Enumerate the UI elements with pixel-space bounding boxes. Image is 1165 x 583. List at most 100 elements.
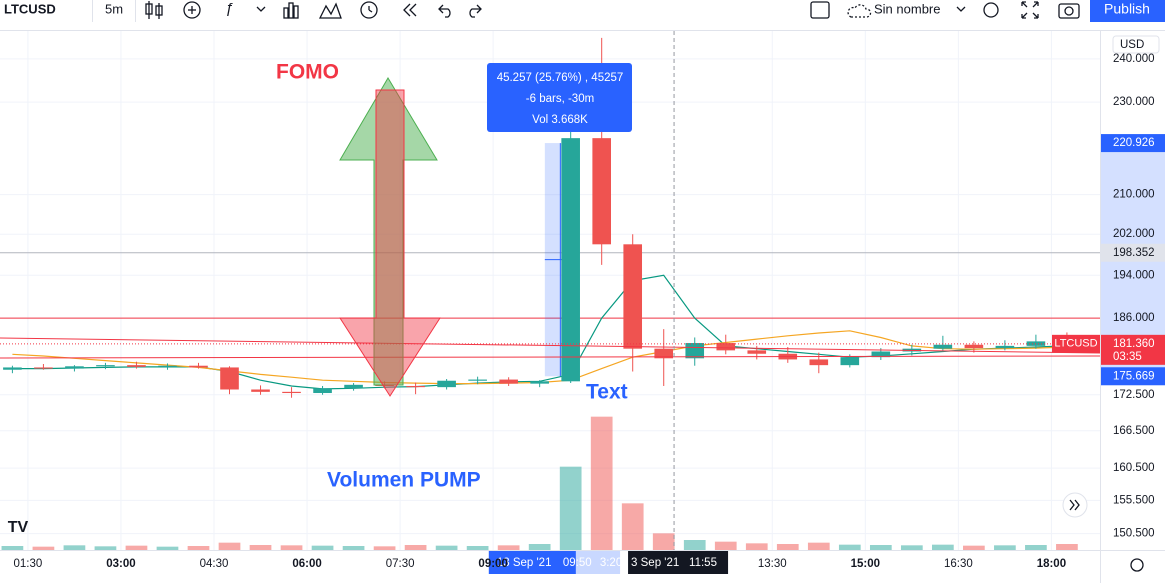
- fomo-arrow-up: [339, 77, 438, 386]
- candle-body: [127, 365, 146, 367]
- annotation: FOMO: [276, 61, 339, 84]
- maximize-icon[interactable]: [1021, 1, 1039, 19]
- snapshot-icon[interactable]: [1058, 3, 1080, 19]
- volume-bar: [94, 546, 117, 550]
- volume-bar: [621, 503, 644, 550]
- crosshair-date: 3 Sep '21: [631, 557, 679, 569]
- volume-bar: [156, 546, 179, 550]
- countdown-label: 03:35: [1113, 351, 1142, 363]
- settings-icon[interactable]: [983, 2, 999, 18]
- trend-line: [0, 355, 1101, 359]
- scroll-button[interactable]: [1062, 492, 1088, 518]
- candle-body: [189, 365, 208, 368]
- currency-box[interactable]: [1112, 35, 1160, 54]
- y-tick-label: 186.000: [1113, 312, 1155, 324]
- x-tick-label: 15:00: [851, 558, 880, 570]
- volume-bar: [683, 540, 706, 550]
- last-price-label: 181.360: [1113, 338, 1155, 350]
- candle-body: [716, 343, 736, 351]
- price-badge: [1101, 134, 1165, 153]
- candle-body: [871, 351, 891, 358]
- y-tick-label: 172.500: [1113, 389, 1155, 401]
- volume-bar: [932, 544, 954, 550]
- volume-bar: [900, 545, 923, 550]
- volume-bar: [32, 546, 55, 550]
- symbol-badge-label: LTCUSD: [1054, 338, 1097, 350]
- candle-body: [933, 344, 953, 349]
- volume-bar: [652, 533, 675, 550]
- candle-body: [654, 348, 674, 359]
- candle-body: [96, 365, 115, 367]
- volume-bar: [1056, 544, 1078, 550]
- fullscreen-toggle[interactable]: [810, 1, 830, 19]
- candle-body: [499, 379, 518, 384]
- add-indicator-icon[interactable]: [183, 1, 201, 19]
- measure-tooltip-line: 45.257 (25.76%) , 45257: [497, 72, 624, 84]
- alert-icon[interactable]: [360, 1, 378, 19]
- moving-average: [12, 274, 1067, 390]
- candle-body: [65, 366, 84, 369]
- candle-body: [561, 138, 580, 382]
- candle-body: [530, 381, 549, 384]
- trend-line: [0, 337, 1101, 354]
- compare-icon[interactable]: [318, 2, 342, 19]
- volume-bar: [745, 543, 768, 550]
- candle-body: [251, 389, 270, 392]
- y-tick-label: 155.500: [1113, 494, 1155, 506]
- time-badge: [488, 551, 576, 574]
- dropdown-icon[interactable]: [256, 6, 266, 12]
- y-tick-label: 160.500: [1113, 462, 1155, 474]
- replay-icon[interactable]: [403, 3, 417, 17]
- volume-bar: [311, 545, 334, 550]
- candle-body: [313, 388, 332, 394]
- y-tick-label: 210.000: [1113, 189, 1155, 201]
- y-tick-label: 230.000: [1113, 96, 1155, 108]
- dropdown-icon[interactable]: [956, 6, 966, 12]
- volume-bar: [869, 545, 892, 550]
- fomo-arrow-down: [339, 89, 441, 397]
- volume-bar: [218, 542, 241, 550]
- candle-body: [592, 138, 611, 245]
- layout-name[interactable]: Sin nombre: [874, 1, 940, 16]
- candle-body: [747, 350, 767, 354]
- candle-body: [623, 244, 643, 349]
- volume-bar: [963, 545, 985, 550]
- x-tick-label: 01:30: [14, 558, 43, 570]
- candle-body: [220, 367, 239, 390]
- annotation: Text: [586, 381, 628, 404]
- candle-body: [809, 359, 829, 366]
- x-tick-label: 18:00: [1037, 558, 1066, 570]
- redo-icon[interactable]: [469, 4, 482, 18]
- candles-icon[interactable]: [145, 1, 163, 19]
- currency-label[interactable]: USD: [1120, 39, 1144, 51]
- bars-icon[interactable]: [283, 2, 299, 19]
- publish-button[interactable]: [1090, 0, 1165, 22]
- axis-settings[interactable]: [1130, 558, 1144, 572]
- tv-logo[interactable]: TV: [8, 519, 29, 536]
- candle-body: [437, 380, 456, 388]
- symbol[interactable]: LTCUSD: [4, 1, 56, 16]
- annotation: Volumen PUMP: [327, 469, 481, 492]
- volume-bar: [838, 544, 861, 550]
- fx-icon[interactable]: ƒ: [225, 0, 233, 17]
- volume-bar: [714, 541, 737, 550]
- volume-bar: [590, 416, 613, 550]
- volume-bar: [559, 466, 582, 550]
- price-badge-label: 220.926: [1113, 137, 1155, 149]
- candle-body: [34, 367, 53, 369]
- publish-label[interactable]: Publish: [1104, 1, 1150, 17]
- price-badge-label: 198.352: [1113, 247, 1155, 259]
- volume-bar: [1, 546, 24, 550]
- last-price-badge: [1101, 334, 1165, 365]
- volume-bar: [435, 545, 458, 550]
- symbol-badge: [1052, 334, 1100, 353]
- x-tick-label: 04:30: [200, 558, 229, 570]
- measure-tooltip-line: Vol 3.668K: [532, 114, 588, 126]
- interval[interactable]: 5m: [105, 1, 123, 16]
- volume-bar: [528, 544, 551, 550]
- undo-icon[interactable]: [438, 4, 451, 18]
- time-badge-end: 3:20: [600, 557, 622, 569]
